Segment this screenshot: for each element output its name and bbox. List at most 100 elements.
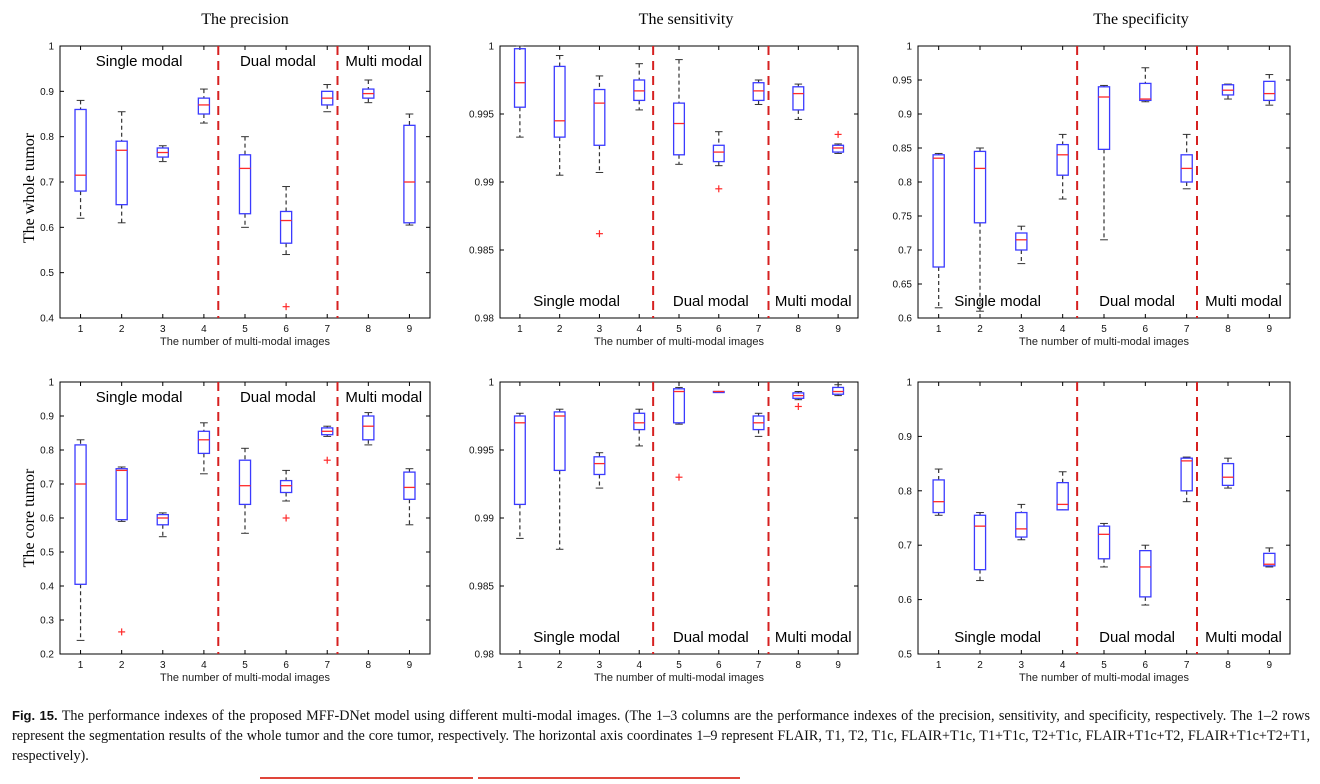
x-tick-label: 3 [597, 324, 603, 335]
panel-5: 0.98 0.985 0.99 0.995 1 1 2 3 4 5 6 7 8 9 The number o… [469, 378, 859, 684]
iqr-box [1097, 86, 1111, 151]
box-8 [1221, 457, 1235, 489]
box-9 [1263, 74, 1276, 106]
iqr-box [115, 140, 128, 206]
iqr-box [553, 411, 566, 472]
y-tick-label: 1 [48, 42, 54, 53]
x-tick-label: 8 [1225, 660, 1231, 671]
box-1 [932, 468, 945, 516]
y-tick-label: 0.6 [898, 595, 912, 606]
iqr-box [973, 514, 987, 571]
x-tick-label: 5 [676, 324, 682, 335]
box-1 [513, 412, 526, 539]
group-label: Dual modal [240, 53, 316, 70]
box-2 [115, 466, 128, 636]
y-tick-label: 0.65 [893, 280, 913, 291]
y-tick-label: 0.8 [40, 446, 54, 457]
y-tick-label: 0.9 [898, 432, 912, 443]
x-axis-label: The number of multi-modal images [594, 336, 764, 348]
iqr-box [832, 386, 845, 395]
box-5 [672, 59, 686, 165]
y-tick-label: 0.9 [898, 110, 912, 121]
group-label: Dual modal [673, 293, 749, 310]
group-label: Multi modal [1205, 629, 1282, 646]
box-9 [1263, 547, 1276, 568]
y-tick-label: 0.95 [893, 76, 913, 87]
group-label: Dual modal [1099, 629, 1175, 646]
y-tick-label: 1 [906, 42, 912, 53]
x-tick-label: 6 [283, 324, 289, 335]
x-tick-label: 1 [517, 324, 523, 335]
box-2 [553, 55, 566, 176]
box-6 [1139, 544, 1152, 606]
y-tick-label: 0.98 [475, 314, 495, 325]
iqr-box [1015, 232, 1028, 251]
group-label: Multi modal [345, 389, 422, 406]
x-tick-label: 5 [242, 324, 248, 335]
row-label-whole-tumor: The whole tumor [21, 132, 38, 243]
iqr-box [403, 124, 416, 224]
iqr-box [279, 210, 293, 244]
iqr-box [633, 79, 646, 102]
x-tick-label: 5 [1101, 660, 1107, 671]
panel-6: 0.5 0.6 0.7 0.8 0.9 1 1 2 3 4 5 6 7 8 9 The number of m… [898, 378, 1291, 684]
col-title-specificity: The specificity [1093, 11, 1189, 28]
x-tick-label: 2 [119, 324, 125, 335]
box-2 [115, 111, 128, 224]
col-title-sensitivity: The sensitivity [639, 11, 734, 28]
iqr-box [672, 388, 686, 424]
y-tick-label: 0.8 [40, 132, 54, 143]
y-tick-label: 1 [488, 42, 494, 53]
box-3 [1015, 503, 1028, 541]
iqr-box [403, 471, 416, 500]
iqr-box [279, 479, 293, 494]
x-tick-label: 1 [517, 660, 523, 671]
y-tick-label: 0.7 [40, 178, 54, 189]
iqr-box [74, 108, 87, 192]
group-label: Dual modal [1099, 293, 1175, 310]
iqr-box [1139, 549, 1152, 598]
caption-label: Fig. 15. [12, 708, 58, 723]
y-tick-label: 0.7 [898, 541, 912, 552]
panel-3: 0.6 0.65 0.7 0.75 0.8 0.85 0.9 0.95 1 1 2 3 4 5 6 7 8 9 Th… [893, 42, 1291, 348]
iqr-box [1015, 511, 1028, 538]
y-tick-label: 0.99 [475, 178, 495, 189]
box-2 [553, 408, 566, 550]
box-8 [792, 83, 805, 120]
iqr-box [633, 412, 646, 431]
x-tick-label: 7 [756, 324, 762, 335]
iqr-box [1221, 462, 1235, 487]
x-axis-label: The number of multi-modal images [1019, 672, 1189, 684]
box-9 [403, 113, 416, 226]
iqr-box [932, 479, 945, 514]
iqr-box [593, 88, 606, 146]
group-label: Dual modal [240, 389, 316, 406]
box-3 [593, 452, 606, 489]
y-tick-label: 0.3 [40, 616, 54, 627]
box-6 [712, 131, 725, 193]
group-label: Multi modal [345, 53, 422, 70]
x-tick-label: 7 [324, 660, 330, 671]
box-7 [321, 84, 334, 113]
iqr-box [832, 144, 845, 153]
x-tick-label: 9 [835, 660, 841, 671]
group-label: Multi modal [1205, 293, 1282, 310]
box-8 [792, 391, 805, 410]
iqr-box [752, 82, 765, 102]
x-tick-label: 5 [676, 660, 682, 671]
x-tick-label: 4 [636, 324, 642, 335]
x-tick-label: 2 [977, 660, 983, 671]
iqr-box [792, 86, 805, 111]
y-tick-label: 0.5 [40, 268, 54, 279]
iqr-box [115, 468, 128, 521]
box-4 [197, 88, 211, 124]
box-8 [362, 79, 375, 104]
x-tick-label: 9 [1267, 324, 1273, 335]
y-tick-label: 0.6 [898, 314, 912, 325]
box-7 [321, 425, 334, 464]
box-9 [832, 130, 845, 154]
plot-area [499, 381, 859, 655]
x-axis-label: The number of multi-modal images [160, 336, 330, 348]
box-4 [1056, 133, 1069, 200]
y-tick-label: 1 [488, 378, 494, 389]
